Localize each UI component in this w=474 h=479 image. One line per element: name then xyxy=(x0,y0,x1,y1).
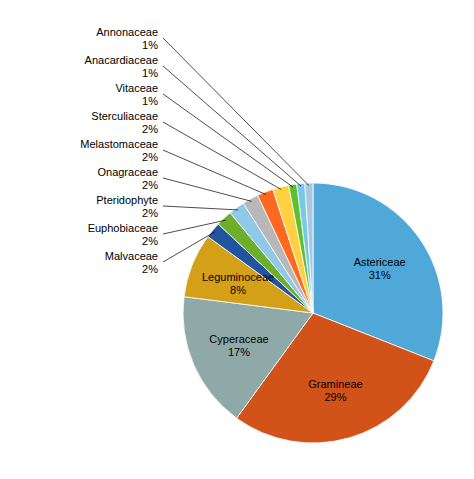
svg-text:Gramineae29%: Gramineae29% xyxy=(308,378,362,403)
svg-text:Anacardiaceae1%: Anacardiaceae1% xyxy=(85,54,159,79)
svg-text:Melastomaceae2%: Melastomaceae2% xyxy=(80,138,158,163)
svg-text:Vitaceae1%: Vitaceae1% xyxy=(115,82,158,107)
svg-text:Pteridophyte2%: Pteridophyte2% xyxy=(96,194,158,219)
svg-text:Euphobiaceae2%: Euphobiaceae2% xyxy=(88,222,159,247)
svg-text:Onagraceae2%: Onagraceae2% xyxy=(97,166,158,191)
svg-text:Leguminoceae8%: Leguminoceae8% xyxy=(202,271,274,296)
svg-text:Sterculiaceae2%: Sterculiaceae2% xyxy=(91,110,158,135)
svg-text:Annonaceae1%: Annonaceae1% xyxy=(96,26,158,51)
svg-text:Astericeae31%: Astericeae31% xyxy=(354,256,406,281)
svg-text:Cyperaceae17%: Cyperaceae17% xyxy=(209,333,268,358)
svg-text:Malvaceae2%: Malvaceae2% xyxy=(105,250,158,275)
